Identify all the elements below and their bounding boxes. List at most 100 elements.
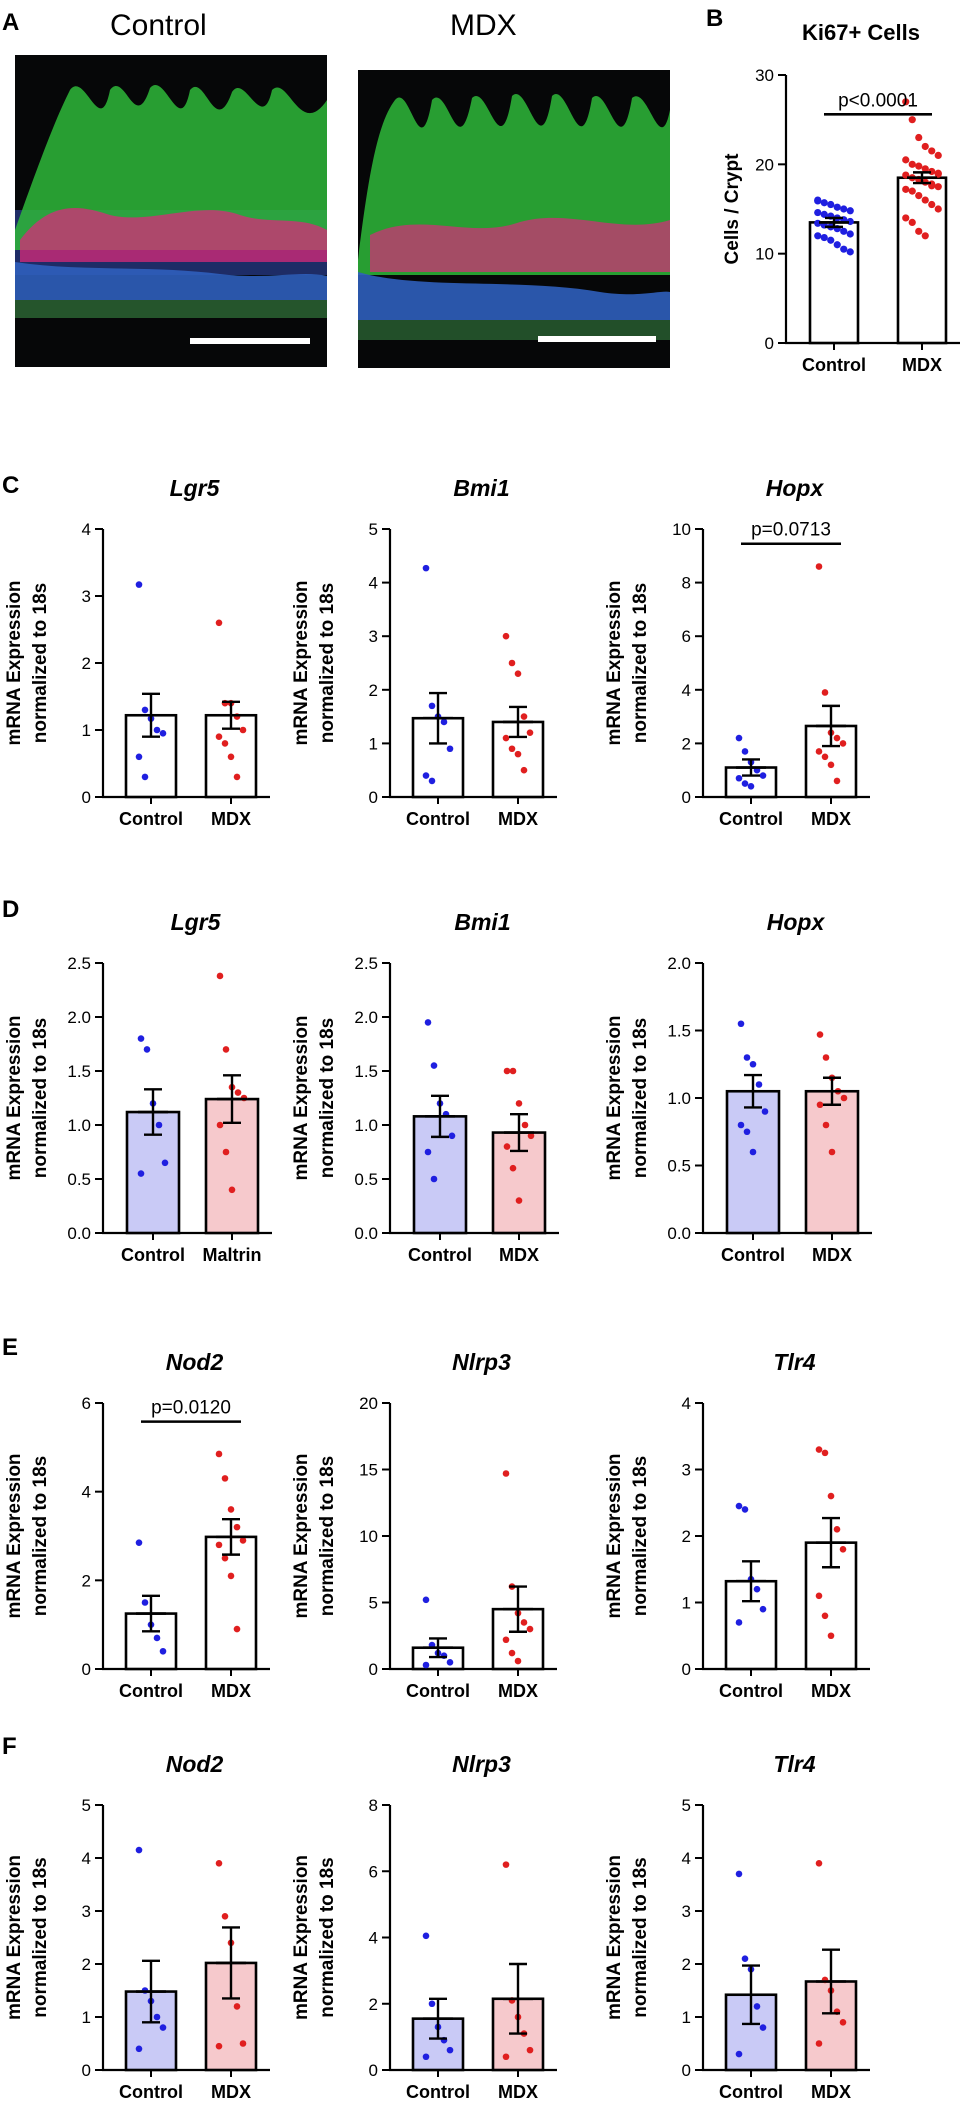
- y-tick-label: 5: [82, 1796, 91, 1815]
- data-point: [759, 1605, 767, 1613]
- y-tick-label: 0: [82, 1660, 91, 1679]
- x-tick-label: Control: [406, 1681, 470, 1701]
- data-point: [422, 564, 430, 572]
- data-point: [814, 196, 822, 204]
- y-tick-label: 6: [682, 627, 691, 646]
- data-point: [153, 726, 161, 734]
- y-tick-label: 3: [82, 587, 91, 606]
- x-tick-label: Control: [719, 2082, 783, 2101]
- data-point: [759, 2024, 767, 2031]
- data-point: [222, 1046, 230, 1053]
- x-tick-label: MDX: [812, 1245, 852, 1265]
- y-tick-label: 2: [369, 681, 378, 700]
- y-axis-label: mRNA Expression: [604, 1855, 625, 2020]
- chart-c1: Lgr5 0 1 2 3 4 mRNA Expression normalized to 18…: [4, 475, 270, 829]
- y-tick-label: 10: [755, 245, 774, 264]
- data-point: [514, 1657, 522, 1665]
- data-point: [514, 750, 522, 758]
- bar-mdx: [804, 1089, 860, 1235]
- data-point: [446, 2046, 454, 2054]
- y-axis-label: normalized to 18s: [630, 1857, 651, 2018]
- y-axis-label: normalized to 18s: [30, 1857, 51, 2018]
- y-axis-label: mRNA Expression: [604, 580, 625, 745]
- data-point: [234, 1089, 242, 1096]
- panel-a: A Control MDX: [2, 9, 670, 368]
- x-tick-label: MDX: [811, 809, 851, 829]
- data-point: [815, 1446, 823, 1453]
- x-tick-label: MDX: [902, 355, 942, 375]
- data-point: [908, 160, 916, 168]
- y-axis-label: normalized to 18s: [630, 1018, 651, 1179]
- y-axis-label: mRNA Expression: [4, 1015, 25, 1180]
- y-axis-label: mRNA Expression: [4, 580, 25, 745]
- data-point: [735, 2050, 743, 2058]
- data-point: [741, 1955, 749, 1962]
- data-point: [215, 1450, 223, 1458]
- data-point: [233, 1625, 241, 1633]
- chart-title: Bmi1: [454, 909, 510, 935]
- data-point: [215, 1541, 223, 1549]
- data-point: [735, 1619, 743, 1626]
- data-point: [141, 773, 149, 781]
- y-tick-label: 5: [369, 520, 378, 539]
- data-point: [846, 248, 854, 256]
- data-point: [508, 659, 516, 667]
- x-tick-label: Control: [406, 2082, 470, 2101]
- data-point: [928, 200, 936, 209]
- data-point: [135, 2045, 143, 2053]
- data-point: [514, 670, 522, 678]
- chart-d3: Hopx 0.0 0.5 1.0 1.5 2.0 mRNA Expression normal…: [604, 909, 872, 1265]
- data-point: [827, 1492, 835, 1500]
- data-point: [759, 772, 767, 779]
- y-axis-label: normalized to 18s: [317, 1857, 338, 2018]
- y-tick-label: 3: [682, 1902, 691, 1921]
- panel-letter-c: C: [2, 472, 19, 499]
- y-tick-label: 0.5: [354, 1170, 378, 1189]
- bar-maltrin: [204, 1097, 260, 1235]
- y-tick-label: 5: [682, 1796, 691, 1815]
- y-tick-label: 2: [682, 734, 691, 753]
- data-point: [821, 1449, 829, 1457]
- x-tick-label: MDX: [211, 809, 251, 829]
- data-point: [814, 232, 822, 240]
- y-tick-label: 3: [369, 627, 378, 646]
- y-axis-label: mRNA Expression: [604, 1015, 625, 1180]
- data-point: [515, 1100, 523, 1107]
- x-tick-label: MDX: [811, 2082, 851, 2101]
- data-point: [735, 1870, 743, 1878]
- chart-title: Hopx: [766, 475, 825, 501]
- data-point: [221, 1913, 229, 1920]
- data-point: [137, 1035, 145, 1042]
- data-point: [502, 632, 510, 640]
- data-point: [515, 1197, 523, 1204]
- micrograph-mdx: [358, 70, 670, 368]
- data-point: [815, 563, 823, 570]
- data-point: [827, 1632, 835, 1640]
- data-point: [815, 2040, 823, 2047]
- data-point: [215, 619, 223, 627]
- data-point: [921, 196, 929, 204]
- data-point: [921, 142, 929, 151]
- y-tick-label: 4: [682, 1394, 691, 1413]
- y-tick-label: 4: [82, 520, 91, 539]
- chart-f2: Nlrp3 0 2 4 6 8 mRNA Expression normalized to 1…: [291, 1751, 557, 2101]
- y-tick-label: 0.5: [667, 1157, 691, 1176]
- data-point: [735, 774, 743, 782]
- bar-mdx: [804, 1541, 858, 1671]
- data-point: [509, 1067, 517, 1075]
- x-tick-label: Control: [802, 355, 866, 375]
- data-point: [846, 207, 854, 215]
- y-tick-label: 10: [359, 1527, 378, 1546]
- data-point: [820, 199, 828, 207]
- y-tick-label: 0: [369, 2061, 378, 2080]
- data-point: [159, 2024, 167, 2031]
- data-point: [821, 689, 829, 696]
- data-point: [440, 718, 448, 726]
- data-point: [839, 740, 847, 747]
- x-tick-label: MDX: [498, 1681, 538, 1701]
- data-point: [422, 1932, 430, 1940]
- chart-d2: Bmi1 0.0 0.5 1.0 1.5 2.0 2.5 mRNA Expression nor…: [291, 909, 559, 1265]
- x-tick-label: MDX: [498, 809, 538, 829]
- y-tick-label: 0: [369, 788, 378, 807]
